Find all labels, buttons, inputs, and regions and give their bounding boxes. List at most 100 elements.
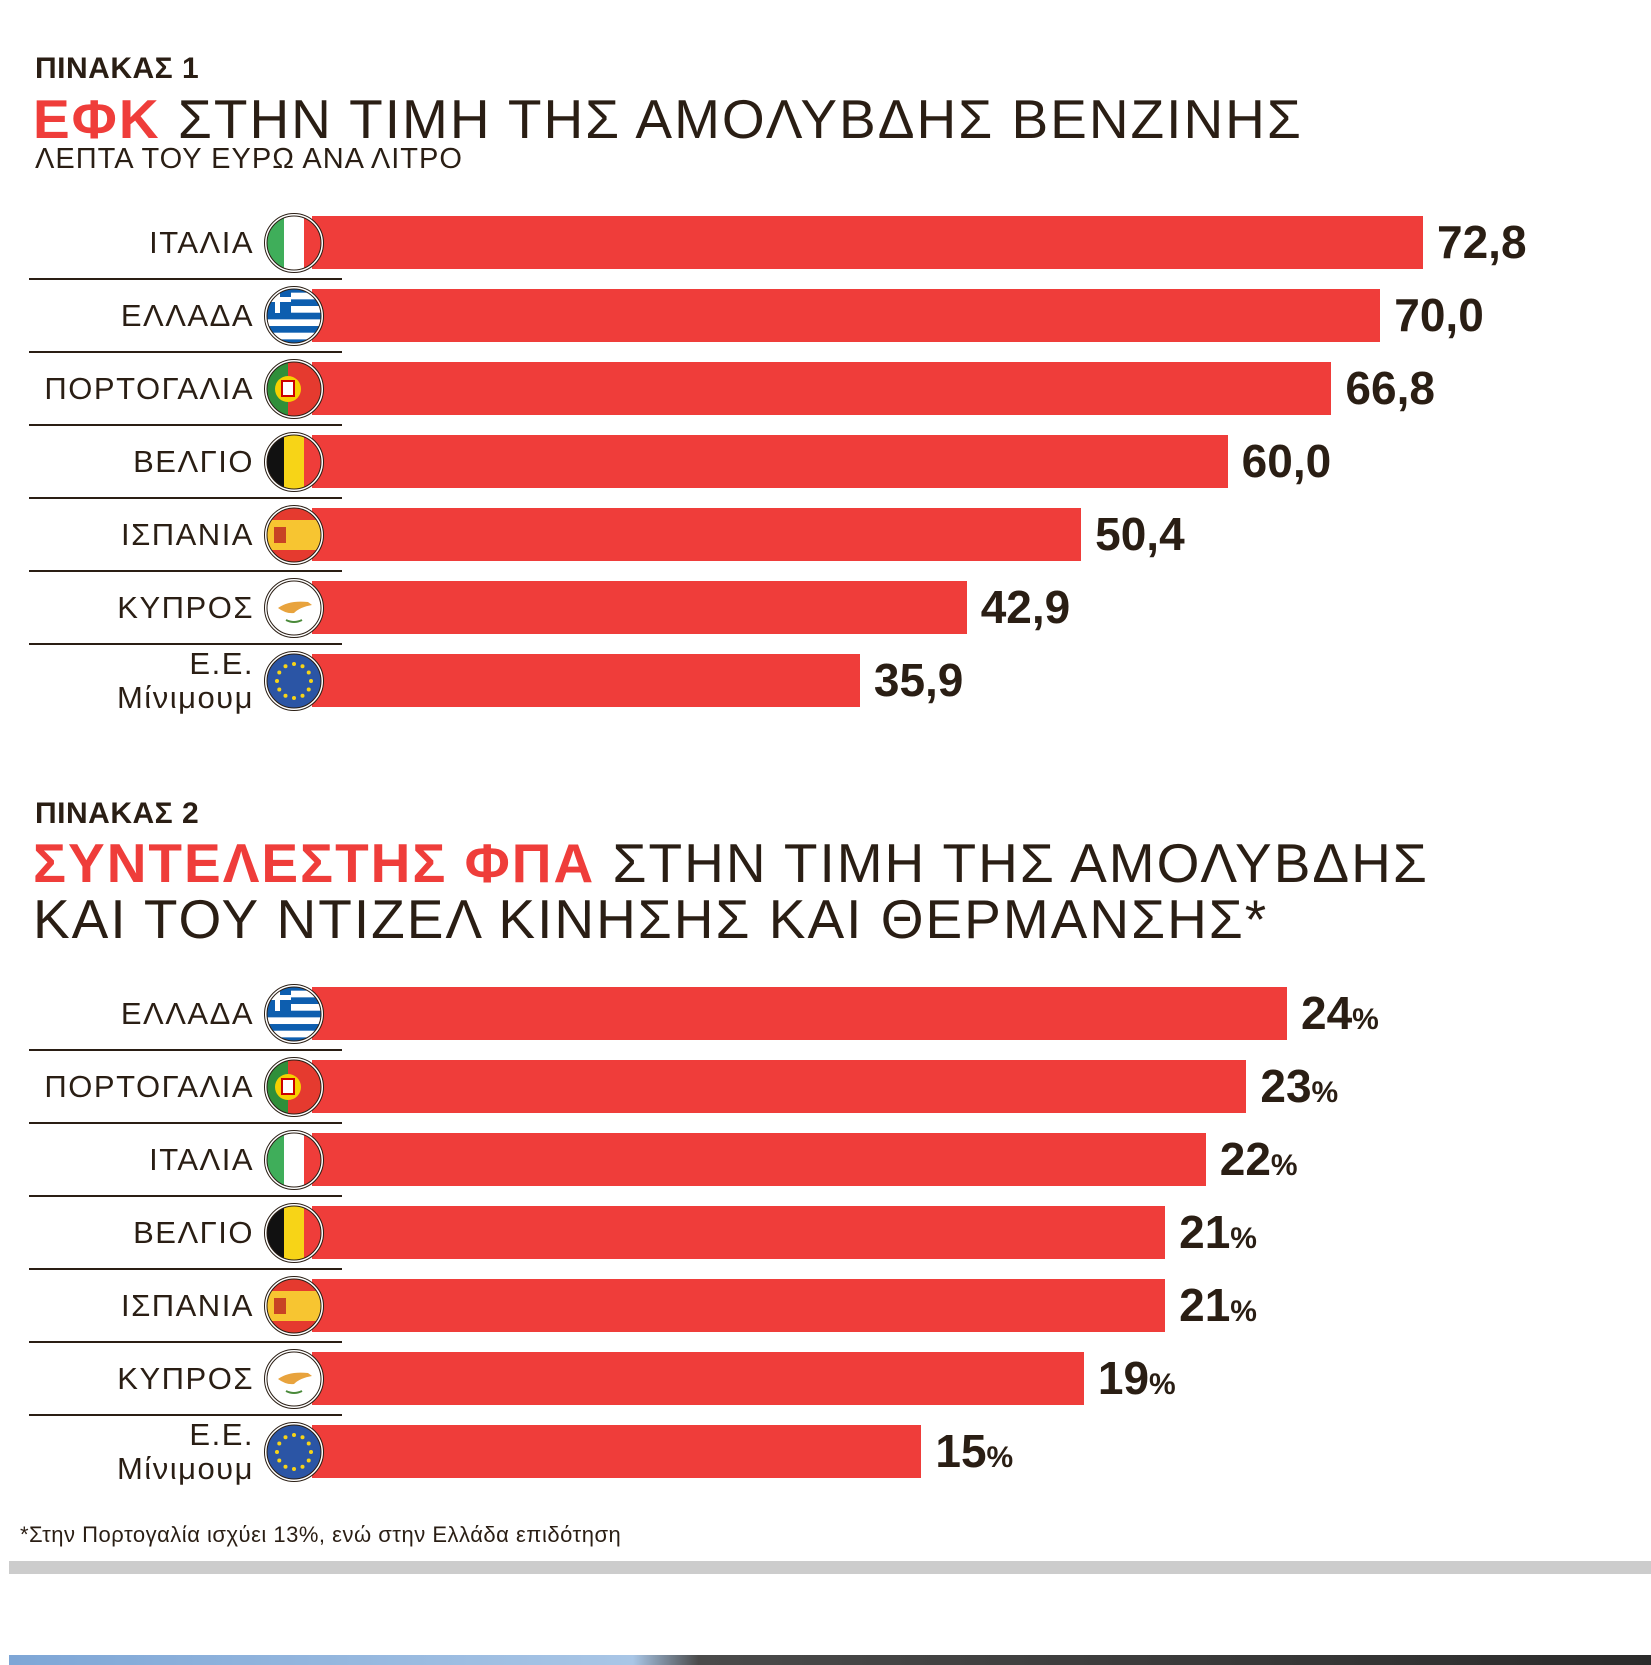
- chart1-kicker: ΠΙΝΑΚΑΣ 1: [35, 52, 200, 85]
- spain-flag-icon: [264, 1276, 324, 1336]
- eu-flag-icon: [264, 1422, 324, 1482]
- chart2-title-line2: ΚΑΙ ΤΟΥ ΝΤΙΖΕΛ ΚΙΝΗΣΗΣ ΚΑΙ ΘΕΡΜΑΝΣΗΣ*: [33, 888, 1269, 950]
- value-label: 70,0: [1394, 287, 1484, 343]
- category-label: ΒΕΛΓΙΟ: [133, 443, 254, 479]
- spain-flag-icon: [264, 505, 324, 565]
- category-label: ΠΟΡΤΟΓΑΛΙΑ: [44, 1068, 254, 1104]
- bar: [312, 1279, 1166, 1332]
- bar: [312, 1206, 1166, 1259]
- value-label: 72,8: [1437, 214, 1527, 270]
- bar: [312, 654, 860, 707]
- bar-row: ΠΟΡΤΟΓΑΛΙΑ 66,8: [0, 352, 1651, 426]
- value-unit: %: [1311, 1076, 1339, 1109]
- category-label: ΠΟΡΤΟΓΑΛΙΑ: [44, 370, 254, 406]
- portugal-flag-icon: [264, 1057, 324, 1117]
- value-label: 66,8: [1345, 360, 1435, 416]
- italy-flag-icon: [264, 213, 324, 273]
- bar: [312, 1352, 1084, 1405]
- photo-strip: [9, 1655, 1651, 1665]
- bar: [312, 362, 1332, 415]
- bar: [312, 987, 1287, 1040]
- bar-row: ΙΣΠΑΝΙΑ 21%: [0, 1269, 1651, 1343]
- value-label: 21%: [1179, 1204, 1257, 1267]
- bar: [312, 1425, 922, 1478]
- row-separator: [29, 643, 342, 645]
- value-label: 35,9: [874, 652, 964, 708]
- row-separator: [29, 1341, 342, 1343]
- row-separator: [29, 1268, 342, 1270]
- bar-row: ΙΤΑΛΙΑ 22%: [0, 1123, 1651, 1197]
- chart2-title-text: ΣΤΗΝ ΤΙΜΗ ΤΗΣ ΑΜΟΛΥΒΔΗΣ: [612, 832, 1429, 894]
- value-number: 23: [1260, 1060, 1312, 1112]
- belgium-flag-icon: [264, 432, 324, 492]
- row-separator: [29, 278, 342, 280]
- bar: [312, 216, 1423, 269]
- category-label: ΙΣΠΑΝΙΑ: [120, 516, 254, 552]
- category-label: ΙΤΑΛΙΑ: [149, 1141, 254, 1177]
- category-label: Ε.Ε. Μίνιμουμ: [116, 1416, 254, 1486]
- bar: [312, 508, 1082, 561]
- bar: [312, 435, 1228, 488]
- category-label: ΕΛΛΑΔΑ: [120, 995, 254, 1031]
- value-number: 21: [1179, 1279, 1231, 1331]
- bar-row: ΒΕΛΓΙΟ 21%: [0, 1196, 1651, 1270]
- bar-row: ΚΥΠΡΟΣ 19%: [0, 1342, 1651, 1416]
- row-separator: [29, 1122, 342, 1124]
- row-separator: [29, 497, 342, 499]
- chart2-title-highlight: ΣΥΝΤΕΛΕΣΤΗΣ ΦΠΑ: [33, 832, 596, 894]
- chart1-title-text: ΣΤΗΝ ΤΙΜΗ ΤΗΣ ΑΜΟΛΥΒΔΗΣ ΒΕΝΖΙΝΗΣ: [177, 88, 1303, 150]
- category-label: ΕΛΛΑΔΑ: [120, 297, 254, 333]
- row-separator: [29, 1049, 342, 1051]
- value-number: 50,4: [1095, 508, 1185, 560]
- value-unit: %: [1352, 1003, 1379, 1036]
- row-separator: [29, 1414, 342, 1416]
- bar-row: ΒΕΛΓΙΟ 60,0: [0, 425, 1651, 499]
- category-label: ΙΤΑΛΙΑ: [149, 224, 254, 260]
- value-label: 21%: [1179, 1277, 1257, 1340]
- value-number: 22: [1219, 1133, 1271, 1185]
- value-number: 72,8: [1437, 216, 1527, 268]
- bar-row: ΠΟΡΤΟΓΑΛΙΑ 23%: [0, 1050, 1651, 1124]
- value-label: 15%: [935, 1423, 1013, 1486]
- bar: [312, 1060, 1247, 1113]
- value-label: 19%: [1098, 1350, 1176, 1413]
- value-label: 42,9: [981, 579, 1071, 635]
- bar-row: ΕΛΛΑΔΑ 70,0: [0, 279, 1651, 353]
- bar-row: ΚΥΠΡΟΣ 42,9: [0, 571, 1651, 645]
- value-label: 22%: [1220, 1131, 1298, 1194]
- category-label: ΚΥΠΡΟΣ: [117, 589, 254, 625]
- chart1-title: ΕΦΚ ΣΤΗΝ ΤΙΜΗ ΤΗΣ ΑΜΟΛΥΒΔΗΣ ΒΕΝΖΙΝΗΣ: [33, 90, 1303, 148]
- bar: [312, 289, 1381, 342]
- value-unit: %: [1230, 1222, 1257, 1255]
- divider: [9, 1561, 1651, 1574]
- row-separator: [29, 351, 342, 353]
- cyprus-flag-icon: [264, 1349, 324, 1409]
- value-number: 60,0: [1241, 435, 1332, 487]
- portugal-flag-icon: [264, 359, 324, 419]
- cyprus-flag-icon: [264, 578, 324, 638]
- value-number: 35,9: [873, 654, 964, 706]
- italy-flag-icon: [264, 1130, 324, 1190]
- value-unit: %: [1270, 1149, 1298, 1182]
- bar: [312, 581, 967, 634]
- category-label: ΚΥΠΡΟΣ: [117, 1360, 254, 1396]
- value-number: 66,8: [1345, 362, 1435, 414]
- value-number: 24: [1301, 987, 1353, 1039]
- chart2-kicker: ΠΙΝΑΚΑΣ 2: [35, 797, 200, 830]
- value-unit: %: [986, 1441, 1014, 1474]
- greece-flag-icon: [264, 286, 324, 346]
- bar-row: ΕΛΛΑΔΑ 24%: [0, 977, 1651, 1051]
- value-number: 19: [1097, 1352, 1150, 1404]
- chart1-title-highlight: ΕΦΚ: [33, 88, 161, 150]
- value-number: 70,0: [1394, 289, 1484, 341]
- value-number: 42,9: [980, 581, 1071, 633]
- category-label: ΙΣΠΑΝΙΑ: [120, 1287, 254, 1323]
- category-label: ΒΕΛΓΙΟ: [133, 1214, 254, 1250]
- value-label: 23%: [1260, 1058, 1338, 1121]
- row-separator: [29, 1195, 342, 1197]
- chart1-subtitle: ΛΕΠΤΑ ΤΟΥ ΕΥΡΩ ΑΝΑ ΛΙΤΡΟ: [35, 143, 463, 175]
- value-label: 24%: [1301, 985, 1379, 1048]
- bar: [312, 1133, 1206, 1186]
- value-label: 50,4: [1095, 506, 1185, 562]
